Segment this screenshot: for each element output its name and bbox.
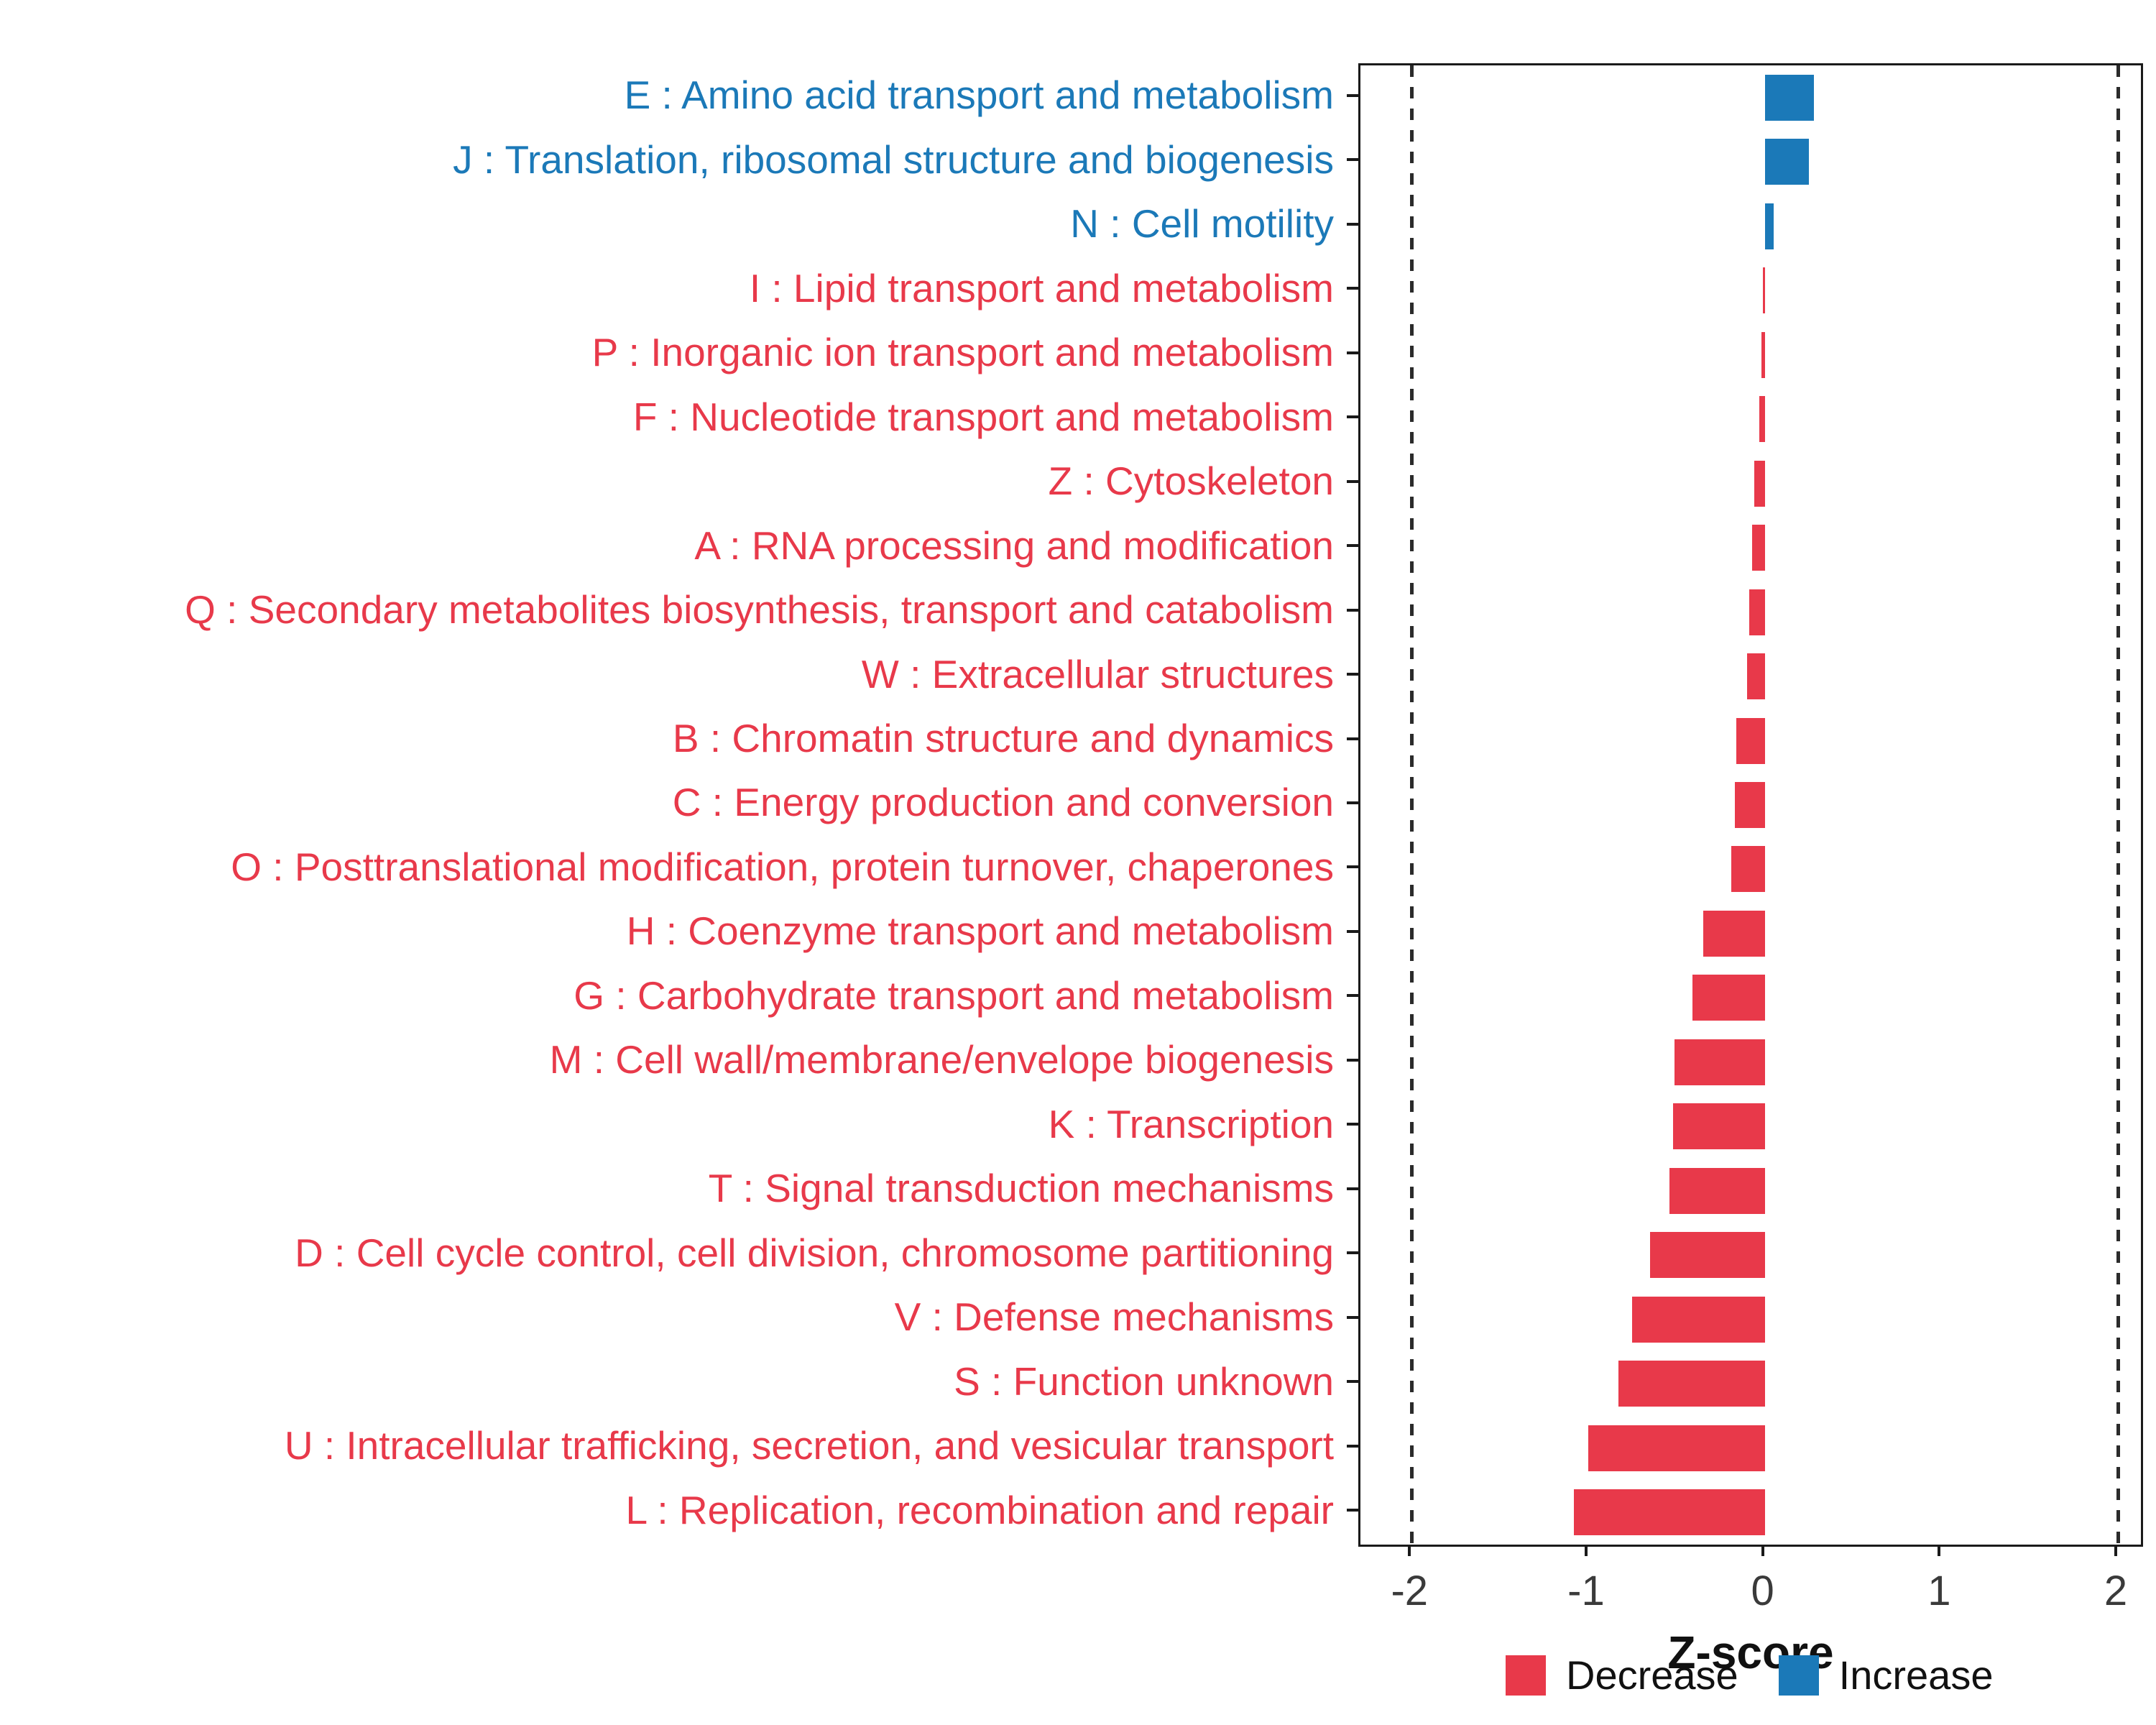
y-tick-mark <box>1347 1509 1358 1512</box>
category-label: E : Amino acid transport and metabolism <box>624 73 1334 118</box>
y-tick-mark <box>1347 479 1358 483</box>
bar <box>1649 1232 1765 1279</box>
x-tick-label: -2 <box>1391 1568 1429 1614</box>
bar <box>1764 74 1815 121</box>
legend-swatch-increase <box>1778 1655 1819 1696</box>
bar <box>1703 910 1765 957</box>
category-label: P : Inorganic ion transport and metaboli… <box>591 330 1334 375</box>
category-label: M : Cell wall/membrane/envelope biogenes… <box>549 1037 1334 1082</box>
category-label: L : Replication, recombination and repai… <box>625 1487 1334 1532</box>
bar <box>1754 460 1765 507</box>
y-tick-mark <box>1347 544 1358 548</box>
x-tick-mark <box>1761 1545 1764 1556</box>
y-tick-mark <box>1347 351 1358 354</box>
bar <box>1672 1103 1765 1150</box>
bar <box>1674 1039 1765 1085</box>
category-label: O : Posttranslational modification, prot… <box>231 844 1334 889</box>
bar <box>1574 1489 1765 1536</box>
bar <box>1764 203 1774 249</box>
y-tick-mark <box>1347 1380 1358 1384</box>
x-tick-mark <box>1584 1545 1588 1556</box>
category-label: W : Extracellular structures <box>861 651 1334 696</box>
y-tick-mark <box>1347 415 1358 419</box>
y-tick-mark <box>1347 673 1358 676</box>
category-label: H : Coenzyme transport and metabolism <box>626 908 1334 954</box>
category-label: Q : Secondary metabolites biosynthesis, … <box>185 587 1334 632</box>
y-tick-mark <box>1347 929 1358 933</box>
y-tick-mark <box>1347 1251 1358 1255</box>
legend: Decrease Increase <box>1506 1652 2013 1698</box>
x-tick-label: 2 <box>2104 1568 2128 1614</box>
category-label: K : Transcription <box>1048 1101 1334 1146</box>
y-axis-labels: E : Amino acid transport and metabolism J… <box>0 63 1334 1547</box>
bar <box>1632 1296 1765 1343</box>
legend-swatch-decrease <box>1506 1655 1546 1696</box>
bar <box>1731 846 1765 893</box>
y-tick-mark <box>1347 287 1358 290</box>
y-tick-mark <box>1347 1315 1358 1319</box>
dashed-guide-line <box>1409 65 1414 1545</box>
x-tick-label: 0 <box>1751 1568 1774 1614</box>
y-tick-mark <box>1347 608 1358 612</box>
y-tick-mark <box>1347 1187 1358 1190</box>
y-tick-mark <box>1347 994 1358 998</box>
y-tick-mark <box>1347 93 1358 97</box>
category-label: G : Carbohydrate transport and metabolis… <box>573 972 1334 1018</box>
category-label: F : Nucleotide transport and metabolism <box>632 394 1334 439</box>
y-tick-mark <box>1347 158 1358 162</box>
category-label: U : Intracellular trafficking, secretion… <box>284 1423 1334 1468</box>
bar <box>1588 1425 1765 1471</box>
bar <box>1752 525 1765 571</box>
y-tick-mark <box>1347 1444 1358 1448</box>
x-tick-mark <box>1938 1545 1941 1556</box>
y-tick-mark <box>1347 737 1358 740</box>
category-label: A : RNA processing and modification <box>694 523 1334 568</box>
category-label: D : Cell cycle control, cell division, c… <box>295 1230 1334 1275</box>
category-label: T : Signal transduction mechanisms <box>708 1166 1334 1211</box>
x-tick-label: -1 <box>1567 1568 1605 1614</box>
category-label: I : Lipid transport and metabolism <box>749 265 1334 310</box>
y-tick-mark <box>1347 1123 1358 1126</box>
y-tick-mark <box>1347 1058 1358 1062</box>
bar <box>1759 396 1765 443</box>
category-label: Z : Cytoskeleton <box>1048 459 1334 504</box>
dashed-guide-line <box>2116 65 2120 1545</box>
bar <box>1618 1361 1765 1407</box>
bar <box>1692 975 1765 1021</box>
category-label: N : Cell motility <box>1070 201 1334 247</box>
x-tick-mark <box>1408 1545 1411 1556</box>
category-label: J : Translation, ribosomal structure and… <box>453 137 1334 182</box>
category-label: C : Energy production and conversion <box>672 780 1334 825</box>
bar <box>1763 267 1765 314</box>
bar <box>1761 331 1765 378</box>
legend-label-increase: Increase <box>1838 1652 1994 1698</box>
bar <box>1764 139 1810 185</box>
x-tick-label: 1 <box>1927 1568 1951 1614</box>
bar <box>1669 1167 1765 1214</box>
category-label: B : Chromatin structure and dynamics <box>672 716 1334 761</box>
bar <box>1749 589 1765 635</box>
y-tick-mark <box>1347 222 1358 226</box>
bar <box>1734 782 1765 828</box>
y-tick-mark <box>1347 865 1358 869</box>
category-label: S : Function unknown <box>954 1358 1334 1404</box>
category-label: V : Defense mechanisms <box>894 1294 1334 1340</box>
plot-panel <box>1358 63 2143 1547</box>
legend-label-decrease: Decrease <box>1566 1652 1738 1698</box>
plot-panel-inner <box>1360 65 2141 1545</box>
y-tick-mark <box>1347 801 1358 804</box>
bar <box>1747 653 1765 700</box>
x-tick-mark <box>2114 1545 2118 1556</box>
bar <box>1736 717 1765 764</box>
